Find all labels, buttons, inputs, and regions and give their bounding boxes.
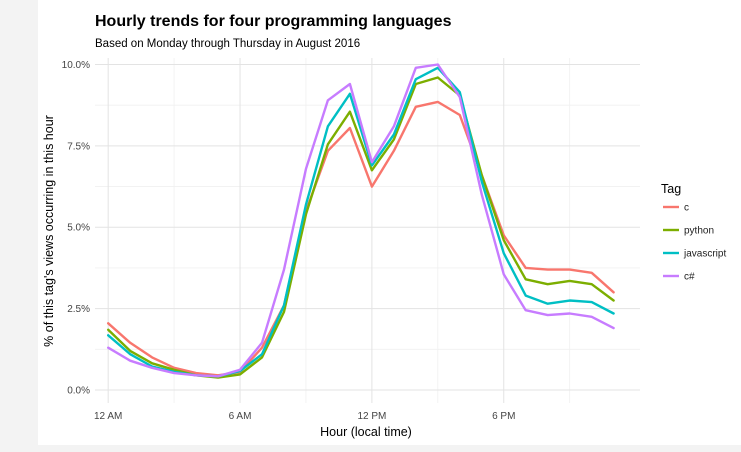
series-line-c (106, 100, 615, 377)
gridlines (95, 58, 640, 403)
legend-label: python (684, 226, 714, 237)
chart-subtitle: Based on Monday through Thursday in Augu… (95, 38, 360, 50)
legend-label: c (684, 203, 689, 214)
legend-label: c# (684, 272, 695, 283)
x-tick-label: 12 PM (357, 411, 386, 422)
chart-title: Hourly trends for four programming langu… (95, 13, 452, 30)
series-lines (106, 63, 615, 379)
legend-label: javascript (683, 249, 726, 260)
y-tick-label: 10.0% (62, 60, 90, 71)
x-tick-label: 6 PM (492, 411, 515, 422)
x-tick-label: 6 AM (229, 411, 252, 422)
y-tick-label: 0.0% (67, 385, 90, 396)
y-axis-ticks: 0.0% 2.5% 5.0% 7.5% 10.0% (62, 60, 90, 396)
x-axis-title: Hour (local time) (320, 425, 412, 439)
series-line-c-sharp (106, 63, 615, 378)
chart-panel (38, 0, 741, 445)
legend-title: Tag (661, 182, 681, 196)
y-tick-label: 7.5% (67, 141, 90, 152)
legend: Tag c python javascript c# (661, 182, 726, 283)
x-axis-ticks: 12 AM 6 AM 12 PM 6 PM (94, 411, 515, 422)
x-tick-label: 12 AM (94, 411, 122, 422)
y-tick-label: 5.0% (67, 223, 90, 234)
y-tick-label: 2.5% (67, 304, 90, 315)
series-line-javascript (106, 66, 615, 378)
y-axis-title: % of this tag's views occurring in this … (42, 115, 56, 347)
